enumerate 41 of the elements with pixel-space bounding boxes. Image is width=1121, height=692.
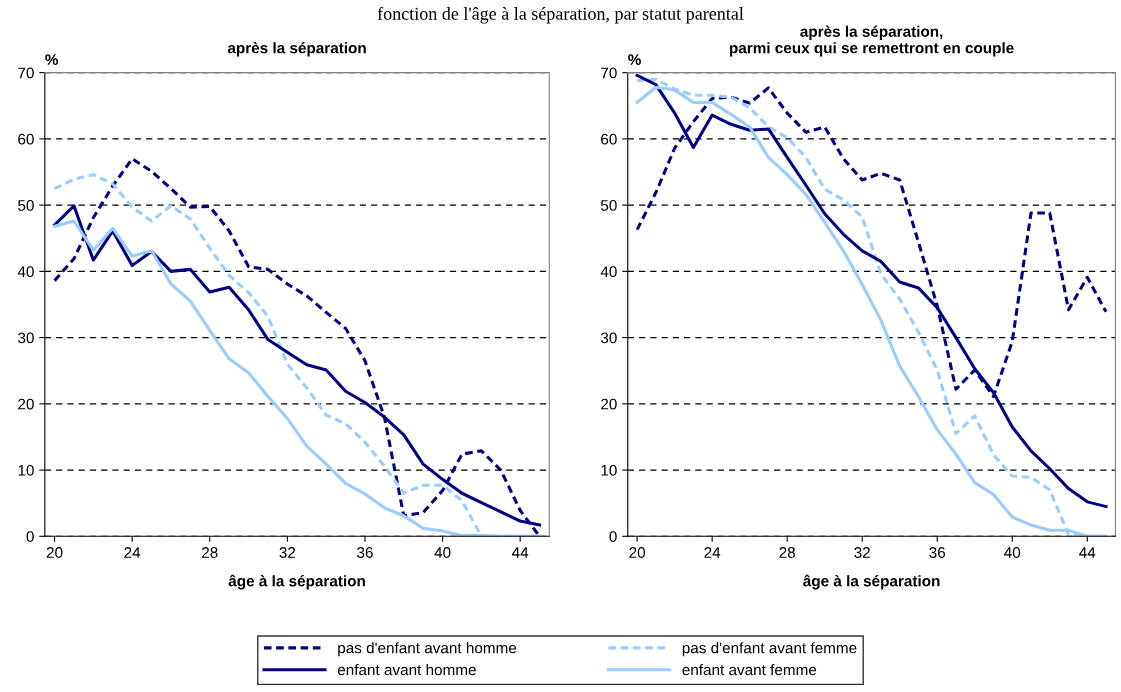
- chart-title: après la séparation, parmi ceux qui se remettront en couple: [729, 25, 1014, 57]
- y-tick-label: 40: [600, 266, 617, 278]
- y-tick-label: 70: [601, 67, 617, 79]
- x-tick-label: 32: [854, 547, 870, 558]
- x-tick-label: 36: [929, 547, 946, 558]
- x-tick-label: 44: [1079, 547, 1096, 558]
- y-tick-label: 10: [601, 464, 617, 476]
- chart-title: après la séparation: [227, 42, 366, 57]
- y-tick-label: 0: [26, 531, 34, 542]
- legend-label: pas d'enfant avant femme: [682, 642, 857, 657]
- legend-label: pas d'enfant avant homme: [338, 642, 517, 657]
- legend-label: enfant avant femme: [682, 664, 817, 676]
- y-tick-label: 0: [609, 531, 617, 542]
- x-tick-label: 24: [704, 547, 721, 558]
- x-axis-title: âge à la séparation: [803, 574, 940, 590]
- y-axis-title: %: [628, 54, 641, 65]
- y-tick-label: 20: [18, 398, 34, 410]
- x-tick-label: 24: [124, 547, 141, 558]
- x-tick-label: 28: [779, 547, 796, 558]
- x-tick-label: 20: [46, 547, 63, 558]
- text: fonction de l'âge à la séparation, par statut parental: [377, 6, 744, 24]
- y-tick-label: 20: [601, 398, 617, 410]
- x-tick-label: 40: [1004, 547, 1021, 558]
- y-tick-label: 70: [18, 67, 34, 79]
- x-tick-label: 20: [629, 547, 646, 558]
- y-tick-label: 50: [600, 200, 617, 211]
- y-tick-label: 60: [601, 133, 617, 145]
- y-tick-label: 60: [18, 133, 34, 145]
- y-tick-label: 50: [18, 200, 34, 211]
- y-tick-label: 30: [600, 332, 617, 344]
- y-tick-label: 10: [18, 464, 34, 476]
- y-tick-label: 30: [18, 332, 34, 344]
- x-tick-label: 36: [357, 547, 373, 558]
- x-tick-label: 32: [279, 547, 296, 558]
- legend-label: enfant avant homme: [337, 664, 476, 676]
- y-axis-title: %: [45, 54, 59, 65]
- x-tick-label: 44: [512, 547, 529, 558]
- x-axis-title: âge à la séparation: [228, 574, 365, 590]
- y-tick-label: 40: [17, 266, 34, 278]
- x-tick-label: 28: [202, 547, 218, 558]
- x-tick-label: 40: [434, 547, 451, 558]
